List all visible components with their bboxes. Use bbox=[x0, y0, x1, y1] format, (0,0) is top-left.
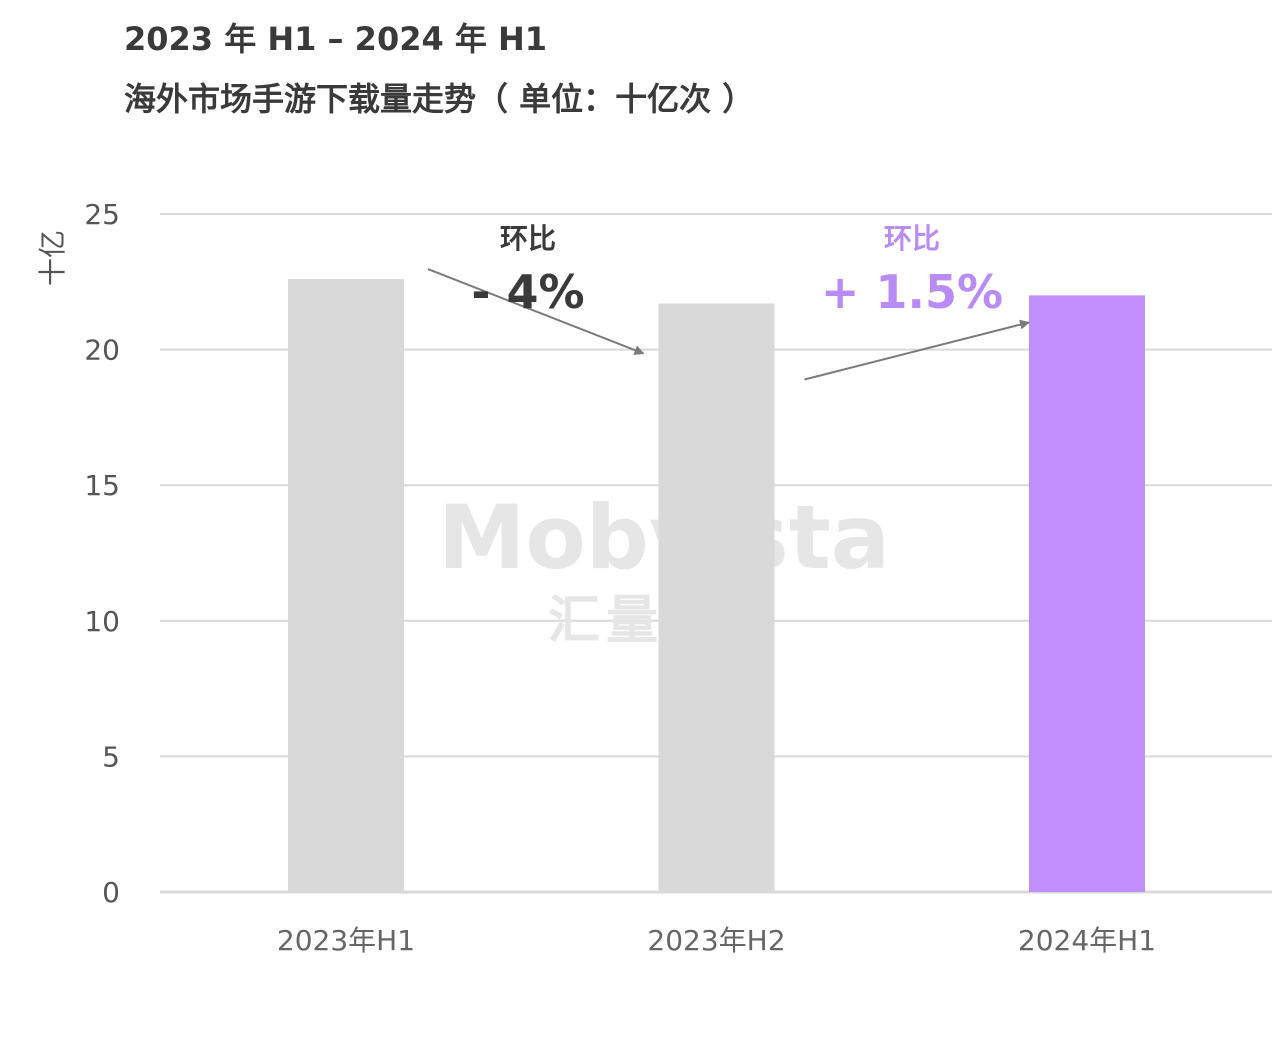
annotation-value-2: + 1.5% bbox=[821, 265, 1003, 319]
y-tick-label-5: 5 bbox=[102, 740, 120, 773]
bar-2024年H1 bbox=[1029, 295, 1145, 892]
chart-title-line-1: 2023 年 H1 – 2024 年 H1 bbox=[124, 20, 548, 58]
y-tick-label-25: 25 bbox=[84, 198, 120, 231]
annotation-label-1: 环比 bbox=[500, 222, 556, 255]
x-tick-label-2023年H1: 2023年H1 bbox=[277, 924, 415, 957]
y-tick-label-0: 0 bbox=[102, 876, 120, 909]
annotation-label-2: 环比 bbox=[884, 222, 940, 255]
bar-2023年H1 bbox=[288, 279, 404, 892]
change-arrow-2 bbox=[804, 319, 1030, 381]
y-axis-label: 十亿 bbox=[36, 230, 69, 286]
x-tick-label-2024年H1: 2024年H1 bbox=[1018, 924, 1156, 957]
y-tick-label-20: 20 bbox=[84, 334, 120, 367]
y-tick-label-15: 15 bbox=[84, 469, 120, 502]
x-tick-label-2023年H2: 2023年H2 bbox=[647, 924, 785, 957]
annotation-value-1: - 4% bbox=[471, 265, 584, 319]
change-arrow-1 bbox=[427, 268, 645, 355]
y-tick-label-10: 10 bbox=[84, 605, 120, 638]
chart-title-line-2: 海外市场手游下载量走势（ 单位：十亿次 ） bbox=[124, 80, 755, 118]
bar-2023年H2 bbox=[658, 303, 775, 893]
